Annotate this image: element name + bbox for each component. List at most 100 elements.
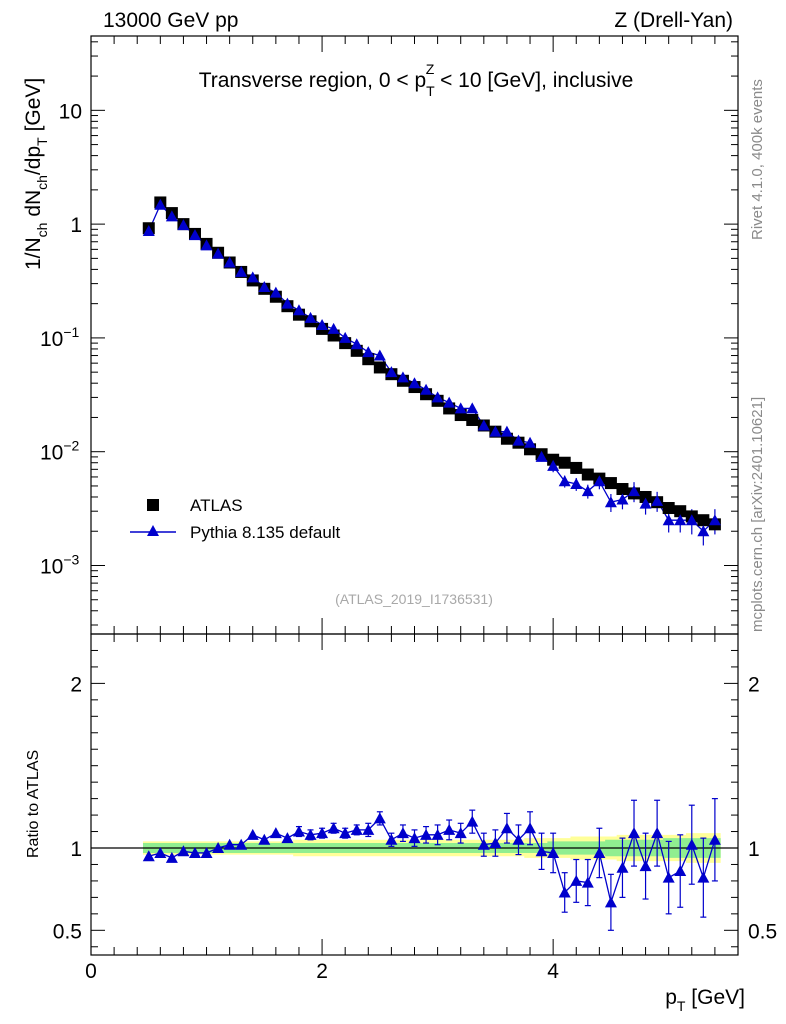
mc-data-point bbox=[616, 493, 629, 505]
mc-data-point bbox=[454, 402, 467, 414]
mc-data-point bbox=[685, 514, 698, 526]
header-left: 13000 GeV pp bbox=[103, 9, 238, 32]
mc-data-point bbox=[651, 494, 664, 506]
mc-data-point bbox=[581, 485, 594, 497]
ratio-x-axis: 0 2 4 bbox=[85, 634, 739, 983]
atlas-data-point bbox=[674, 505, 687, 518]
ratio-data-point bbox=[570, 874, 583, 886]
ratio-data-point bbox=[177, 845, 190, 857]
mc-data-point bbox=[339, 331, 352, 343]
ratio-data-point bbox=[628, 827, 641, 839]
main-panel: Transverse region, 0 < pTZ < 10 [GeV], i… bbox=[22, 35, 739, 635]
ratio-y-tick-label-right: 1 bbox=[748, 838, 760, 861]
mc-data-point bbox=[662, 514, 675, 526]
mc-data-point bbox=[188, 229, 201, 241]
ratio-data-point bbox=[223, 838, 236, 850]
ratio-data-point bbox=[697, 871, 710, 883]
ratio-data-point bbox=[154, 846, 167, 858]
ratio-data-point bbox=[466, 815, 479, 827]
ratio-data-point bbox=[269, 827, 282, 839]
header-right: Z (Drell-Yan) bbox=[614, 9, 733, 32]
source-label: mcplots.cern.ch [arXiv:2401.10621] bbox=[749, 397, 766, 632]
y-tick-label: 10 bbox=[59, 100, 82, 123]
legend: ATLAS Pythia 8.135 default bbox=[130, 496, 341, 542]
ratio-data-point bbox=[281, 832, 294, 844]
legend-data-label: ATLAS bbox=[190, 496, 243, 515]
atlas-data-point bbox=[697, 514, 710, 527]
ratio-data-point bbox=[350, 823, 363, 835]
atlas-data-point bbox=[604, 477, 617, 490]
ratio-data-point bbox=[339, 827, 352, 839]
ratio-data-point bbox=[593, 846, 606, 858]
ratio-data-point bbox=[408, 832, 421, 844]
atlas-data-point bbox=[639, 490, 652, 503]
ratio-data-point bbox=[396, 827, 409, 839]
ratio-panel: 0.5 0.5 1 1 2 2 0 2 4 Ratio to ATLAS pT [GeV] bbox=[25, 633, 777, 1014]
ratio-data-point bbox=[524, 822, 537, 834]
main-frame bbox=[90, 35, 739, 635]
mc-data-point bbox=[466, 402, 479, 414]
ratio-y-tick-label: 2 bbox=[70, 673, 82, 696]
mc-data-point bbox=[177, 219, 190, 231]
ratio-y-tick-label: 0.5 bbox=[53, 920, 82, 943]
x-tick-label: 0 bbox=[85, 960, 97, 983]
ratio-data-point bbox=[316, 827, 329, 839]
legend-data-marker bbox=[147, 499, 159, 511]
atlas-data-point bbox=[581, 468, 594, 481]
ratio-data-point bbox=[489, 837, 502, 849]
ratio-data-point bbox=[304, 828, 317, 840]
ratio-frame bbox=[90, 633, 739, 956]
main-x-ticks bbox=[90, 36, 739, 634]
mc-data-point bbox=[396, 371, 409, 383]
mc-data-point bbox=[535, 450, 548, 462]
ratio-data-point bbox=[142, 850, 155, 862]
ratio-x-label: pT [GeV] bbox=[665, 986, 745, 1014]
atlas-data-point bbox=[547, 453, 560, 466]
ratio-data-point bbox=[581, 876, 594, 888]
mc-data-point bbox=[674, 514, 687, 526]
atlas-data-point bbox=[558, 456, 571, 469]
ratio-y-tick-label: 1 bbox=[70, 838, 82, 861]
x-tick-label: 4 bbox=[547, 960, 559, 983]
mc-data-point bbox=[524, 436, 537, 448]
ratio-data-point bbox=[420, 828, 433, 840]
mc-data-point bbox=[350, 338, 363, 350]
mc-data-point bbox=[165, 210, 178, 222]
ratio-data-point bbox=[165, 851, 178, 863]
mc-data-point bbox=[420, 383, 433, 395]
ratio-data-point bbox=[373, 812, 386, 824]
ratio-data-point bbox=[651, 827, 664, 839]
ratio-data-layer bbox=[142, 798, 721, 931]
main-data-layer bbox=[142, 196, 721, 546]
ratio-data-point bbox=[327, 822, 340, 834]
plot-title: Transverse region, 0 < pTZ < 10 [GeV], i… bbox=[199, 61, 634, 99]
ratio-data-point bbox=[200, 846, 213, 858]
ratio-data-point bbox=[547, 846, 560, 858]
mc-data-point bbox=[570, 478, 583, 490]
atlas-data-point bbox=[662, 502, 675, 515]
mc-data-point bbox=[316, 318, 329, 330]
mc-series-line bbox=[148, 203, 716, 533]
mc-data-point bbox=[292, 304, 305, 316]
mc-data-point bbox=[558, 475, 571, 487]
ratio-data-point bbox=[246, 828, 259, 840]
ratio-data-point bbox=[674, 865, 687, 877]
ratio-data-point bbox=[431, 828, 444, 840]
mc-data-point bbox=[408, 377, 421, 389]
rivet-label: Rivet 4.1.0, 400k events bbox=[749, 79, 766, 240]
mc-data-point bbox=[697, 525, 710, 537]
mc-data-point bbox=[212, 247, 225, 259]
ratio-data-point bbox=[443, 823, 456, 835]
mc-data-point bbox=[235, 265, 248, 277]
ratio-data-point bbox=[292, 825, 305, 837]
mc-data-point bbox=[639, 497, 652, 509]
ratio-data-point bbox=[188, 846, 201, 858]
mc-data-point bbox=[477, 419, 490, 431]
ratio-data-point bbox=[558, 886, 571, 898]
main-y-axis: 10 1 10−1 10−2 10−3 bbox=[40, 41, 738, 626]
atlas-data-point bbox=[466, 413, 479, 426]
ratio-data-point bbox=[454, 827, 467, 839]
ratio-data-point bbox=[639, 860, 652, 872]
mc-data-point bbox=[200, 239, 213, 251]
